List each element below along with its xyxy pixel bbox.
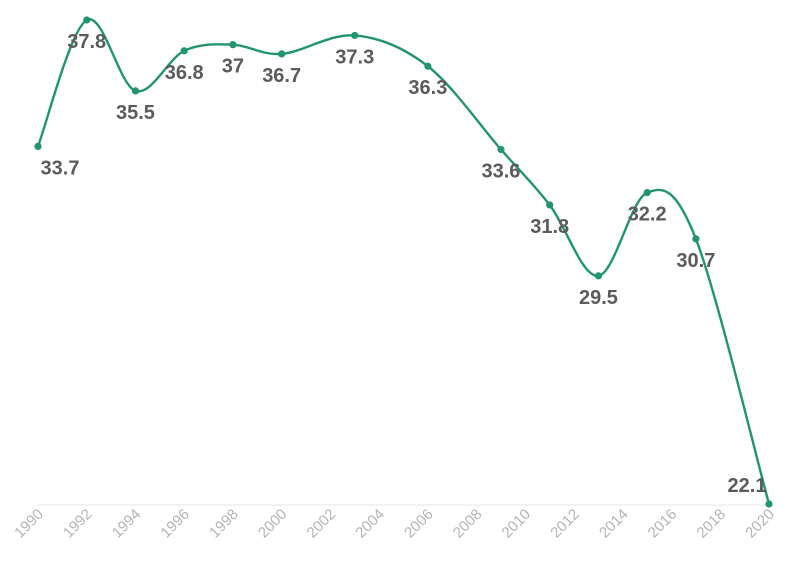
x-tick-label: 2004 bbox=[352, 506, 388, 542]
data-point bbox=[497, 145, 505, 154]
x-tick-label: 1998 bbox=[206, 506, 242, 542]
x-tick-label: 1990 bbox=[11, 506, 47, 542]
data-label: 32.2 bbox=[628, 204, 667, 226]
data-point bbox=[424, 62, 432, 70]
data-label: 36.7 bbox=[262, 65, 301, 87]
data-point bbox=[594, 272, 603, 280]
data-label: 37.8 bbox=[67, 31, 106, 53]
data-points bbox=[34, 16, 773, 508]
data-label: 37 bbox=[222, 56, 244, 78]
data-point bbox=[34, 142, 42, 150]
x-tick-label: 1992 bbox=[60, 506, 96, 542]
data-point bbox=[278, 50, 286, 58]
series-line bbox=[36, 18, 771, 506]
data-point bbox=[692, 235, 700, 243]
x-tick-label: 1996 bbox=[157, 506, 193, 542]
x-tick-label: 2006 bbox=[401, 506, 437, 542]
data-point bbox=[351, 31, 359, 40]
x-tick-label: 2016 bbox=[645, 506, 681, 542]
x-tick-label: 2002 bbox=[304, 506, 340, 542]
data-label: 33.7 bbox=[41, 157, 80, 179]
data-point bbox=[546, 201, 554, 209]
x-tick-label: 2000 bbox=[255, 506, 291, 542]
x-tick-label: 1994 bbox=[109, 506, 145, 542]
data-label: 37.3 bbox=[335, 46, 374, 68]
data-label: 36.8 bbox=[165, 62, 204, 84]
x-tick-label: 2020 bbox=[742, 506, 778, 542]
x-tick-label: 2010 bbox=[499, 506, 535, 542]
data-labels: 33.7 37.8 35.5 36.8 37 36.7 37.3 36.3 33.6 31.8 29… bbox=[41, 31, 767, 497]
data-label: 29.5 bbox=[579, 287, 618, 309]
data-point bbox=[765, 500, 773, 508]
data-point bbox=[180, 47, 188, 55]
data-label: 22.1 bbox=[728, 475, 767, 497]
x-tick-label: 2008 bbox=[450, 506, 486, 542]
data-point bbox=[643, 189, 651, 197]
x-tick-label: 2012 bbox=[547, 506, 583, 542]
data-label: 35.5 bbox=[116, 102, 155, 124]
data-label: 30.7 bbox=[676, 250, 715, 272]
data-point bbox=[131, 87, 140, 95]
data-label: 36.3 bbox=[408, 77, 447, 99]
data-label: 31.8 bbox=[530, 216, 569, 238]
data-point bbox=[229, 41, 237, 49]
data-label: 33.6 bbox=[481, 160, 520, 182]
data-point bbox=[83, 16, 91, 24]
x-tick-label: 2014 bbox=[596, 506, 632, 542]
x-tick-label: 2018 bbox=[693, 506, 729, 542]
x-axis-ticks: 1990 1992 1994 1996 1998 2000 2002 2004 2006 2008… bbox=[11, 506, 778, 542]
